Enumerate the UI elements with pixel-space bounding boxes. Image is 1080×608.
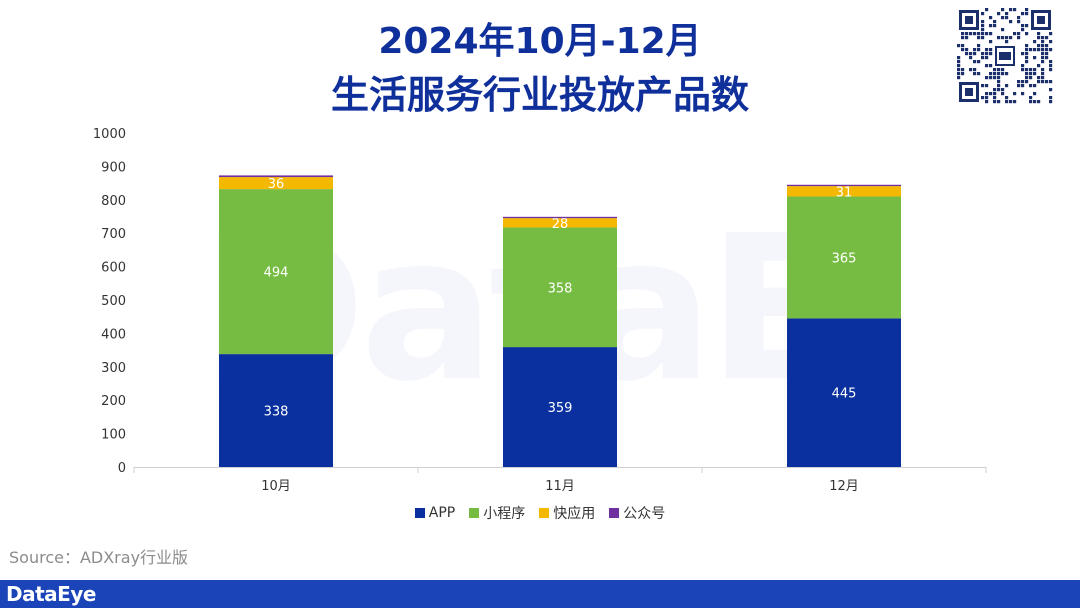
chart-title-line1: 2024年10月-12月 bbox=[378, 21, 702, 62]
legend-swatch-app bbox=[414, 508, 425, 518]
y-tick-label: 500 bbox=[101, 294, 126, 309]
bar-segment-3-1 bbox=[503, 216, 617, 219]
bar-segment-0-0 bbox=[219, 354, 333, 467]
y-tick-label: 900 bbox=[101, 160, 126, 175]
chart-title-line2: 生活服务行业投放产品数 bbox=[330, 73, 749, 117]
y-tick-label: 300 bbox=[101, 361, 126, 376]
bar-segment-2-1 bbox=[503, 218, 617, 228]
footer-bar: DataEye bbox=[0, 580, 1080, 608]
y-tick-label: 0 bbox=[118, 461, 126, 476]
y-tick-label: 600 bbox=[101, 261, 126, 276]
stacked-bar-chart: 0 100 200 300 400 500 600 700 800 900 1000 10月 11月 12… bbox=[93, 127, 987, 494]
y-tick-label: 400 bbox=[101, 327, 126, 342]
source-note: Source：ADXray行业版 bbox=[9, 548, 189, 567]
x-tick-label: 11月 bbox=[545, 479, 575, 494]
data-label: 359 bbox=[548, 401, 573, 416]
data-label: 494 bbox=[264, 266, 289, 281]
y-tick-label: 700 bbox=[101, 227, 126, 242]
bar-segment-0-2 bbox=[787, 318, 901, 467]
y-tick-label: 800 bbox=[101, 194, 126, 209]
bar-segment-2-0 bbox=[219, 177, 333, 190]
data-label: 338 bbox=[264, 405, 289, 420]
data-label: 358 bbox=[548, 281, 573, 296]
data-label: 28 bbox=[552, 217, 569, 232]
legend-swatch-official-account bbox=[609, 508, 620, 518]
chart-legend: APP 小程序 快应用 公众号 bbox=[0, 503, 1080, 523]
bar-segment-2-2 bbox=[787, 186, 901, 197]
legend-swatch-miniprogram bbox=[469, 508, 480, 518]
bar-segment-1-1 bbox=[503, 227, 617, 348]
axis-layer: 0 100 200 300 400 500 600 700 800 900 1000 10月 11月 12… bbox=[93, 127, 987, 494]
bar-segment-1-0 bbox=[219, 189, 333, 355]
data-label: 31 bbox=[836, 185, 853, 200]
bar-segment-3-2 bbox=[787, 184, 901, 187]
legend-label-miniprogram: 小程序 bbox=[483, 506, 526, 522]
footer-logo: DataEye bbox=[6, 582, 96, 606]
y-tick-label: 1000 bbox=[93, 127, 126, 142]
x-tick-label: 12月 bbox=[829, 479, 859, 494]
bar-segment-0-1 bbox=[503, 347, 617, 467]
legend-item-quickapp: 快应用 bbox=[539, 503, 595, 523]
x-tick-label: 10月 bbox=[261, 479, 291, 494]
legend-item-miniprogram: 小程序 bbox=[469, 503, 525, 523]
bars-layer: 338 494 36 359 358 28 445 365 31 bbox=[219, 175, 901, 467]
legend-label-app: APP bbox=[428, 505, 456, 521]
legend-item-app: APP bbox=[414, 503, 456, 523]
qr-code-icon bbox=[957, 8, 1053, 104]
legend-item-official-account: 公众号 bbox=[609, 503, 665, 523]
y-tick-label: 100 bbox=[101, 428, 126, 443]
bar-segment-1-2 bbox=[787, 196, 901, 319]
y-tick-label: 200 bbox=[101, 394, 126, 409]
data-label: 445 bbox=[832, 387, 857, 402]
legend-swatch-quickapp bbox=[539, 508, 550, 518]
data-label: 36 bbox=[268, 177, 285, 192]
legend-label-official-account: 公众号 bbox=[623, 506, 666, 522]
legend-label-quickapp: 快应用 bbox=[553, 506, 596, 522]
data-label: 365 bbox=[832, 251, 857, 266]
bar-segment-3-0 bbox=[219, 175, 333, 178]
